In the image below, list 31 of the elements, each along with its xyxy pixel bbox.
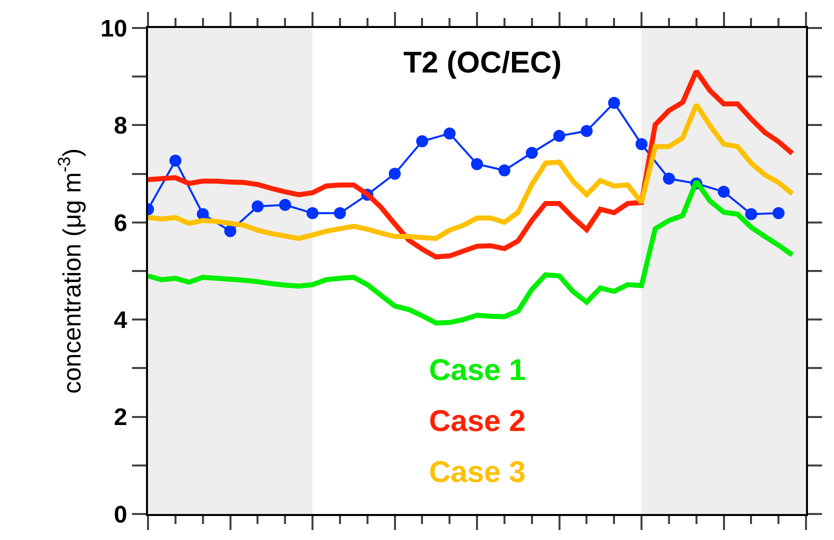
y-tick-label: 8 [114, 112, 128, 140]
text: Case 3 [429, 456, 526, 489]
y-tick-label: 6 [114, 210, 128, 237]
series-label: Case 1 [429, 354, 526, 387]
point [388, 168, 401, 180]
point [662, 172, 675, 185]
point [580, 125, 593, 138]
point [334, 207, 346, 220]
y-tick-label: 2 [114, 404, 128, 432]
point [252, 200, 264, 212]
point [526, 146, 538, 159]
point [196, 208, 209, 220]
y-tick-label: 4 [114, 307, 128, 334]
point [224, 225, 236, 238]
point [718, 186, 730, 198]
point [608, 96, 620, 109]
point [306, 207, 318, 220]
text: Case 2 [429, 405, 526, 438]
point [416, 135, 428, 148]
point [471, 158, 483, 170]
point [772, 207, 785, 220]
text: T2 (OC/EC) [403, 46, 562, 80]
point [745, 208, 758, 220]
point [498, 164, 510, 176]
point [636, 138, 648, 150]
point [169, 154, 182, 167]
y-tick-label: 10 [100, 15, 128, 42]
point [553, 130, 566, 142]
y-tick-label: 0 [114, 501, 128, 528]
point [279, 198, 292, 211]
point [444, 127, 456, 140]
